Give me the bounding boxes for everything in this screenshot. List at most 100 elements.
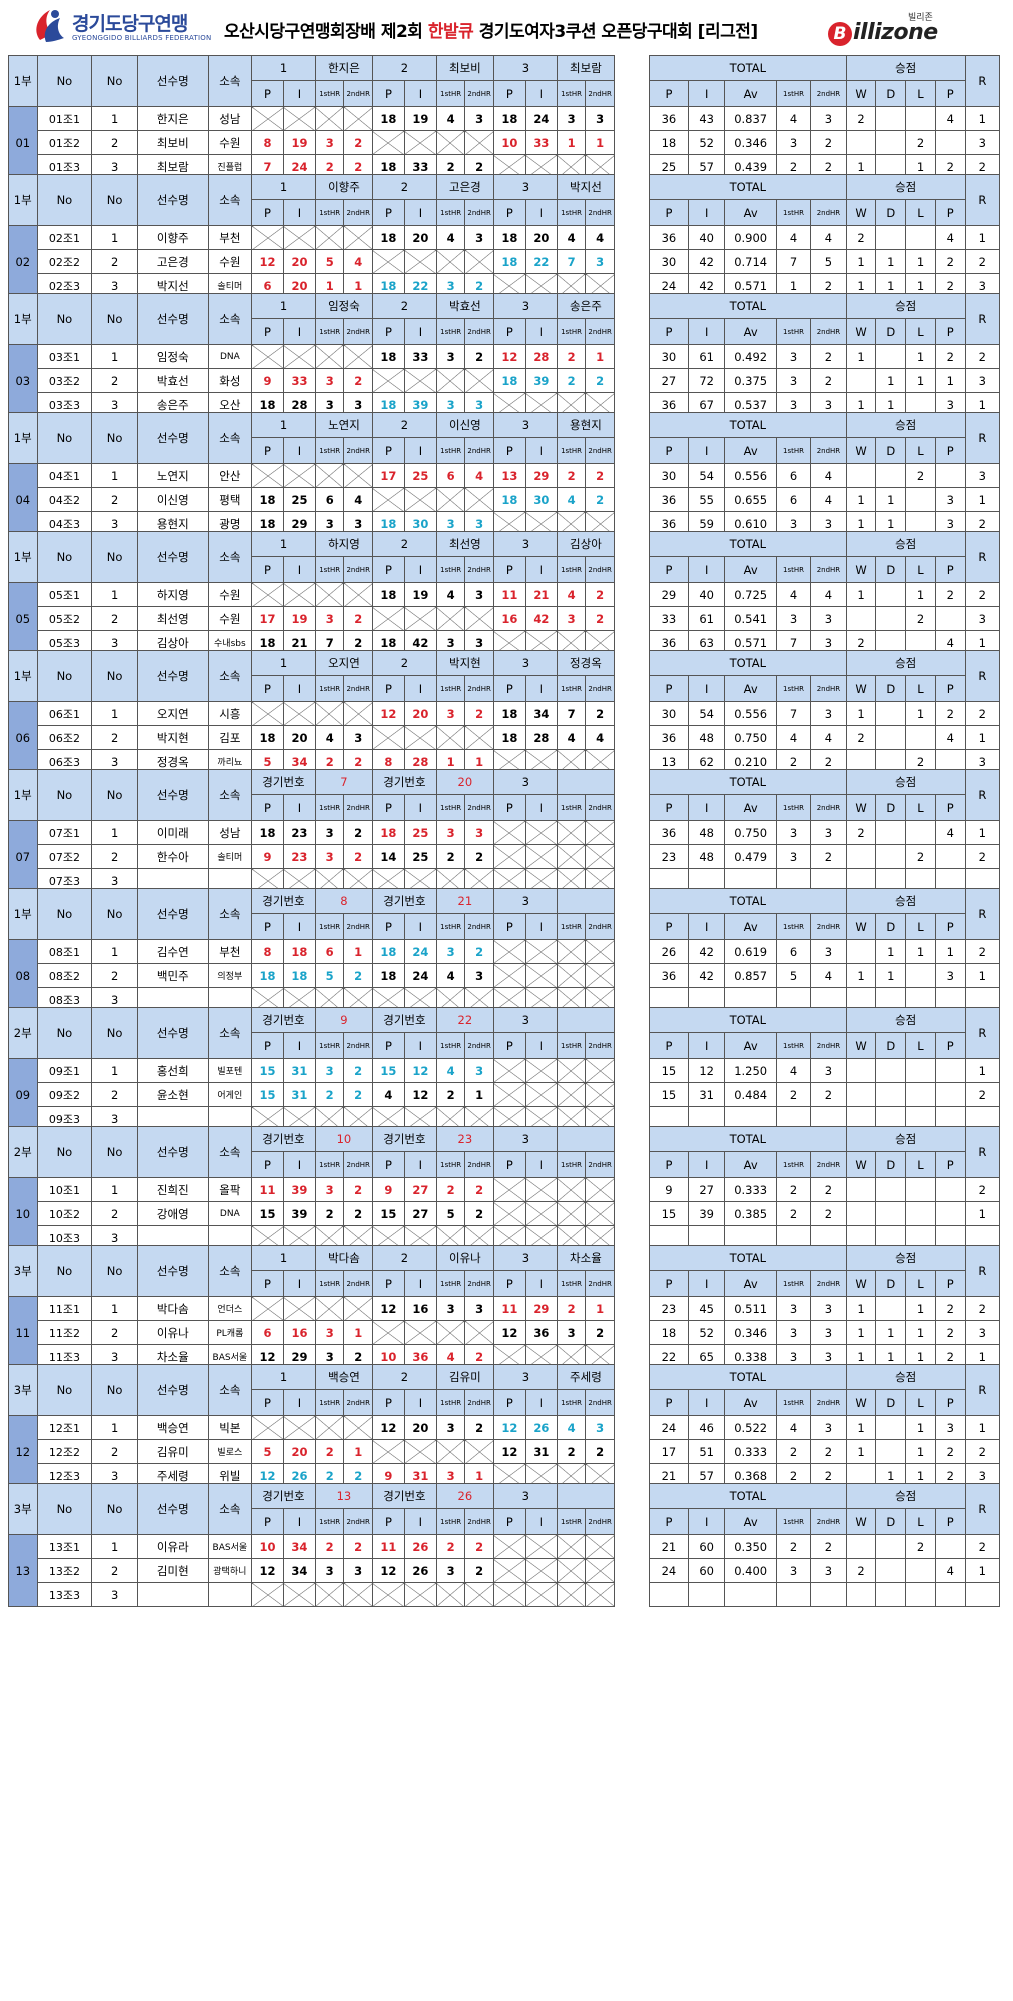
group-code: 12조1	[36, 1415, 93, 1440]
rank-cell: 3	[964, 368, 1001, 393]
rank-cell: 2	[964, 844, 1001, 869]
score-cell: 2	[464, 939, 494, 964]
col-2ndhr: 2ndHR	[810, 318, 847, 345]
points-cell	[934, 1082, 966, 1107]
crossed-cell	[492, 1201, 526, 1226]
points-cell: 2	[934, 701, 966, 726]
total-cell: 0.522	[724, 1415, 777, 1440]
points-cell: 1	[845, 701, 877, 726]
score-cell: 4	[435, 1058, 466, 1083]
score-cell: 3	[556, 106, 587, 131]
federation-name-en: GYEONGGIDO BILLIARDS FEDERATION	[72, 34, 212, 42]
title-part-c: 경기도여자3쿠션 오픈당구대회 [리그전]	[473, 22, 758, 42]
points-cell: 4	[934, 820, 966, 845]
points-cell	[875, 1201, 907, 1226]
col-rank: R	[964, 650, 1001, 702]
score-cell: 16	[492, 606, 526, 631]
crossed-cell	[371, 1320, 405, 1345]
score-cell: 33	[403, 344, 437, 369]
summary-row: 36 43 0.837 4 3 2 4 1	[649, 106, 1001, 131]
total-cell: 0.333	[724, 1177, 777, 1202]
summary-table: TOTAL 승점 R P I Av 1stHR 2ndHR W D L P 15 12 1.250 4 3 1 15…	[649, 1007, 1001, 1131]
col-points: 승점	[845, 1483, 966, 1509]
score-cell: 31	[524, 1439, 558, 1464]
score-cell: 2	[585, 368, 615, 393]
part-label: 1부	[8, 531, 38, 583]
col-player: 선수명	[136, 531, 209, 583]
total-cell: 39	[687, 1201, 726, 1226]
col-p: P	[492, 1389, 526, 1416]
score-cell: 13	[492, 463, 526, 488]
col-l: L	[905, 199, 936, 226]
part-label: 3부	[8, 1364, 38, 1416]
crossed-cell	[282, 463, 316, 488]
group-code: 13조2	[36, 1558, 93, 1583]
score-cell: 30	[524, 487, 558, 512]
total-cell: 6	[775, 487, 812, 512]
col-points: 승점	[845, 888, 966, 914]
col-i: I	[403, 80, 437, 107]
opponent-name	[556, 1483, 616, 1509]
score-cell: 2	[556, 344, 587, 369]
group-code: 13조3	[36, 1582, 93, 1607]
col-2ndhr: 2ndHR	[464, 1151, 494, 1178]
col-1sthr: 1stHR	[556, 794, 587, 821]
col-1sthr: 1stHR	[314, 199, 345, 226]
col-total: TOTAL	[649, 1245, 847, 1271]
table-row: 06 06조1 1 오지연 시흥 12 20 3 2 18 34 7 2	[8, 701, 615, 774]
col-w: W	[845, 1151, 877, 1178]
crossed-cell	[435, 487, 466, 512]
score-cell: 18	[371, 582, 405, 607]
crossed-cell	[556, 1582, 587, 1607]
score-cell: 24	[403, 963, 437, 988]
col-1sthr: 1stHR	[556, 1508, 587, 1535]
total-cell: 3	[810, 1320, 847, 1345]
score-cell: 23	[282, 844, 316, 869]
total-cell: 40	[687, 582, 726, 607]
col-player: 선수명	[136, 1126, 209, 1178]
group-code: 13조1	[36, 1534, 93, 1559]
points-cell: 1	[905, 1296, 936, 1321]
col-i: I	[524, 1270, 558, 1297]
total-cell: 0.655	[724, 487, 777, 512]
points-cell: 2	[905, 606, 936, 631]
total-cell: 6	[775, 463, 812, 488]
col-1sthr: 1stHR	[314, 913, 345, 940]
total-cell: 33	[649, 606, 689, 631]
col-no: No	[91, 1483, 138, 1535]
crossed-cell	[251, 225, 284, 250]
col-player: 선수명	[136, 412, 209, 464]
col-i: I	[687, 913, 726, 940]
crossed-cell	[585, 939, 615, 964]
total-cell: 3	[775, 1320, 812, 1345]
points-cell	[934, 1201, 966, 1226]
col-d: D	[875, 318, 907, 345]
col-2ndhr: 2ndHR	[343, 794, 373, 821]
total-cell: 0.511	[724, 1296, 777, 1321]
col-av: Av	[724, 794, 777, 821]
total-cell: 3	[775, 606, 812, 631]
col-i: I	[687, 80, 726, 107]
crossed-cell	[403, 487, 437, 512]
score-cell: 3	[464, 106, 494, 131]
crossed-cell	[343, 1582, 373, 1607]
col-p: P	[371, 1032, 405, 1059]
total-cell: 2	[775, 1534, 812, 1559]
rank-cell: 2	[964, 1082, 1001, 1107]
score-cell: 2	[585, 463, 615, 488]
crossed-cell	[343, 463, 373, 488]
opponent-name: 박지선	[556, 174, 616, 200]
group-code: 07조2	[36, 844, 93, 869]
col-player: 선수명	[136, 174, 209, 226]
group-id: 04	[8, 463, 38, 536]
col-no: No	[91, 293, 138, 345]
col-2ndhr: 2ndHR	[810, 80, 847, 107]
opponent-number: 1	[251, 55, 316, 81]
col-w: W	[845, 1389, 877, 1416]
game-number-label: 경기번호	[251, 888, 316, 914]
total-cell: 2	[775, 1201, 812, 1226]
col-i: I	[282, 437, 316, 464]
player-club: 성남	[207, 106, 253, 131]
total-cell: 27	[649, 368, 689, 393]
crossed-cell	[403, 130, 437, 155]
